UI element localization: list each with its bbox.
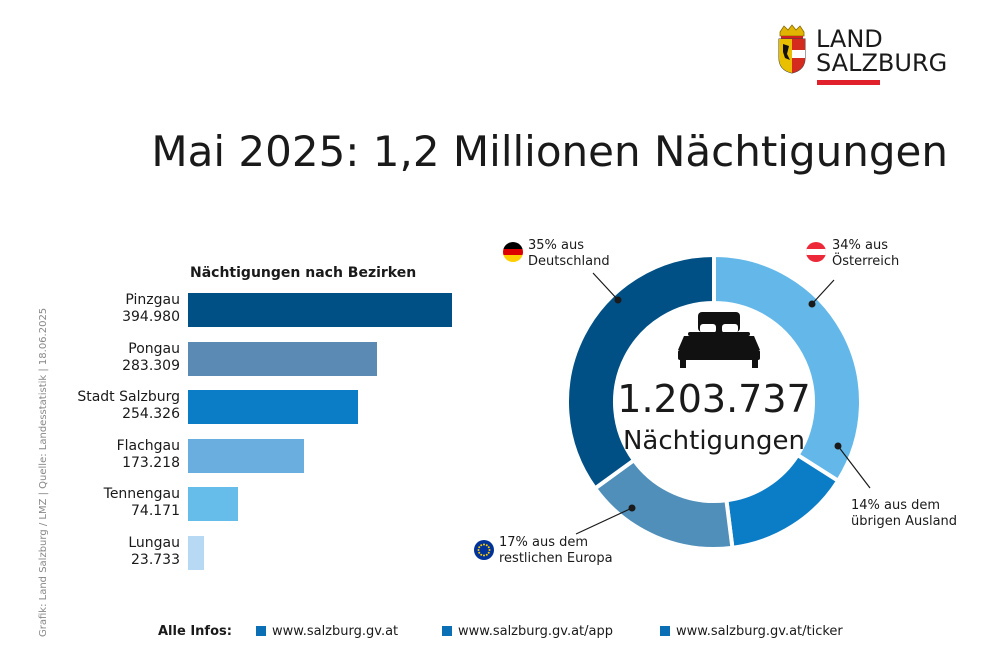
bar — [188, 341, 377, 376]
slice-label-line: 35% aus — [528, 238, 585, 253]
leader-line — [837, 445, 871, 489]
logo-underline — [817, 80, 880, 85]
bar-label: Stadt Salzburg 254.326 — [77, 389, 180, 423]
link-square-icon — [660, 626, 670, 636]
footer-link-website[interactable]: www.salzburg.gv.at — [256, 624, 398, 639]
bar-row: Flachgau 173.218 — [0, 436, 470, 476]
slice-label-line: restlichen Europa — [499, 551, 613, 566]
logo-text-line1: LAND — [816, 25, 883, 53]
bar — [188, 390, 358, 424]
logo-text-line2: SALZBURG — [816, 49, 948, 77]
leader-dot — [614, 296, 622, 304]
bed-icon — [678, 312, 760, 368]
donut-slice — [565, 252, 716, 492]
page-title: Mai 2025: 1,2 Millionen Nächtigungen — [151, 127, 948, 176]
bar-category-label: Pongau — [128, 340, 180, 357]
bar-row: Lungau 23.733 — [0, 533, 470, 573]
bar-label: Pongau 283.309 — [122, 341, 180, 375]
bar — [188, 438, 304, 473]
bar-value-label: 254.326 — [122, 406, 180, 422]
slice-label-uebriges-ausland: 14% aus dem übrigen Ausland — [851, 498, 957, 530]
bar-label: Lungau 23.733 — [128, 535, 180, 569]
salzburg-crest-icon — [778, 24, 806, 74]
bar-category-label: Pinzgau — [125, 292, 180, 308]
footer-link-ticker[interactable]: www.salzburg.gv.at/ticker — [660, 624, 843, 639]
bar-value-label: 23.733 — [131, 551, 180, 568]
bar — [188, 535, 204, 570]
bar-row: Stadt Salzburg 254.326 — [0, 387, 470, 427]
bar-category-label: Stadt Salzburg — [77, 389, 180, 405]
land-salzburg-logo: LAND SALZBURG — [776, 24, 956, 88]
bar-value-label: 394.980 — [122, 309, 180, 325]
bar-category-label: Lungau — [128, 534, 180, 551]
leader-line — [575, 507, 633, 535]
bar-value-label: 173.218 — [122, 454, 180, 471]
eu-flag-icon — [474, 540, 494, 560]
footer-label: Alle Infos: — [158, 624, 232, 639]
donut-slice — [712, 252, 863, 484]
bar-value-label: 283.309 — [122, 357, 180, 374]
slice-label-line: 34% aus — [832, 238, 889, 253]
slice-label-line: 17% aus dem — [499, 535, 589, 550]
austria-flag-icon — [806, 242, 826, 262]
bar — [188, 293, 452, 327]
donut-center-value: 1.203.737 — [617, 377, 811, 421]
slice-label-deutschland: 35% aus Deutschland — [528, 238, 610, 270]
footer-link-text: www.salzburg.gv.at — [272, 624, 399, 639]
footer: Alle Infos: www.salzburg.gv.at www.salzb… — [158, 624, 958, 644]
leader-dot — [628, 504, 636, 512]
bar-category-label: Flachgau — [116, 437, 180, 454]
leader-line — [592, 272, 619, 301]
bar-label: Tennengau 74.171 — [104, 486, 180, 520]
leader-dot — [834, 442, 842, 450]
bar-row: Tennengau 74.171 — [0, 484, 470, 524]
bar-chart-title: Nächtigungen nach Bezirken — [190, 265, 417, 281]
germany-flag-icon — [503, 242, 523, 262]
donut-slice — [724, 452, 841, 551]
footer-link-text: www.salzburg.gv.at/ticker — [676, 624, 843, 639]
slice-label-restliches-europa: 17% aus dem restlichen Europa — [499, 535, 613, 567]
leader-dot — [808, 300, 816, 308]
link-square-icon — [256, 626, 266, 636]
slice-label-line: 14% aus dem — [851, 498, 941, 513]
leader-line — [811, 279, 835, 305]
bar-label: Pinzgau 394.980 — [122, 292, 180, 326]
link-square-icon — [442, 626, 452, 636]
donut-center-label: Nächtigungen — [622, 426, 805, 456]
slice-label-line: Deutschland — [528, 254, 610, 269]
bar-label: Flachgau 173.218 — [117, 438, 180, 472]
bar — [188, 487, 238, 521]
slice-label-line: Österreich — [832, 254, 900, 269]
slice-label-oesterreich: 34% aus Österreich — [832, 238, 899, 270]
bar-row: Pongau 283.309 — [0, 339, 470, 379]
bar-value-label: 74.171 — [131, 503, 180, 519]
footer-link-app[interactable]: www.salzburg.gv.at/app — [442, 624, 613, 639]
bar-category-label: Tennengau — [103, 486, 180, 502]
slice-label-line: übrigen Ausland — [851, 514, 958, 529]
footer-link-text: www.salzburg.gv.at/app — [458, 624, 613, 639]
bar-row: Pinzgau 394.980 — [0, 290, 470, 330]
